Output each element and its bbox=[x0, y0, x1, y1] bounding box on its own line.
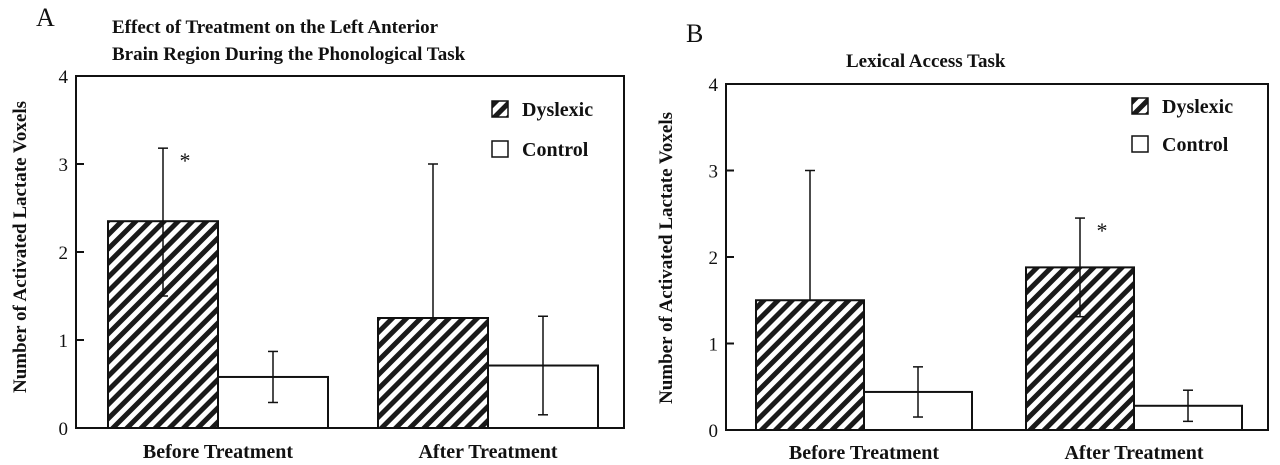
panel-a-title-line-1: Effect of Treatment on the Left Anterior bbox=[112, 17, 439, 38]
bar-dyslexic-0 bbox=[755, 299, 865, 431]
significance-star: * bbox=[1097, 218, 1108, 243]
panel-b: B Lexical Access Task Number of Activate… bbox=[656, 19, 1269, 464]
category-label: After Treatment bbox=[1064, 442, 1203, 464]
panel-a-y-ticks: 0 1 2 3 4 bbox=[59, 67, 84, 440]
panel-a-title-line-2: Brain Region During the Phonological Tas… bbox=[112, 44, 466, 65]
panel-b-title: Lexical Access Task bbox=[846, 51, 1006, 72]
panel-a-legend: Dyslexic Control bbox=[491, 99, 593, 161]
panel-b-legend-control-label: Control bbox=[1162, 134, 1229, 156]
panel-a-letter: A bbox=[36, 3, 55, 32]
panel-a-legend-control-swatch bbox=[491, 140, 509, 158]
panel-a-category-labels: Before Treatment After Treatment bbox=[143, 441, 558, 463]
category-label: After Treatment bbox=[418, 441, 557, 463]
panel-a: A Effect of Treatment on the Left Anteri… bbox=[10, 3, 625, 463]
y-tick-label: 4 bbox=[59, 67, 69, 88]
panel-b-legend-control-swatch bbox=[1131, 135, 1149, 153]
bar-dyslexic-1 bbox=[377, 317, 489, 429]
panel-a-bars bbox=[107, 220, 599, 429]
y-tick-label: 2 bbox=[709, 248, 719, 269]
category-label: Before Treatment bbox=[789, 442, 939, 464]
panel-a-legend-dyslexic-swatch bbox=[491, 100, 509, 118]
y-tick-label: 0 bbox=[709, 421, 719, 442]
y-tick-label: 4 bbox=[709, 75, 719, 96]
significance-star: * bbox=[180, 148, 191, 173]
panel-b-y-ticks: 0 1 2 3 4 bbox=[709, 75, 734, 442]
panel-b-legend-dyslexic-swatch bbox=[1131, 97, 1149, 115]
panel-a-error-bars bbox=[158, 147, 548, 416]
panel-a-legend-dyslexic-label: Dyslexic bbox=[522, 99, 593, 121]
panel-b-significance-marks: * bbox=[1097, 218, 1108, 243]
panel-b-legend-dyslexic-label: Dyslexic bbox=[1162, 96, 1233, 118]
panel-a-y-axis-label: Number of Activated Lactate Voxels bbox=[10, 101, 31, 393]
panel-b-legend: Dyslexic Control bbox=[1131, 96, 1233, 156]
panel-b-y-axis-label: Number of Activated Lactate Voxels bbox=[656, 112, 677, 404]
panel-b-category-labels: Before Treatment After Treatment bbox=[789, 442, 1204, 464]
y-tick-label: 0 bbox=[59, 419, 69, 440]
y-tick-label: 3 bbox=[59, 155, 69, 176]
y-tick-label: 3 bbox=[709, 162, 719, 183]
y-tick-label: 1 bbox=[709, 335, 719, 356]
panel-a-significance-marks: * bbox=[180, 148, 191, 173]
panel-b-bars bbox=[755, 266, 1243, 432]
panel-b-error-bars bbox=[805, 169, 1193, 423]
y-tick-label: 1 bbox=[59, 331, 69, 352]
y-tick-label: 2 bbox=[59, 243, 69, 264]
panel-b-letter: B bbox=[686, 19, 703, 48]
panel-a-legend-control-label: Control bbox=[522, 139, 589, 161]
category-label: Before Treatment bbox=[143, 441, 293, 463]
